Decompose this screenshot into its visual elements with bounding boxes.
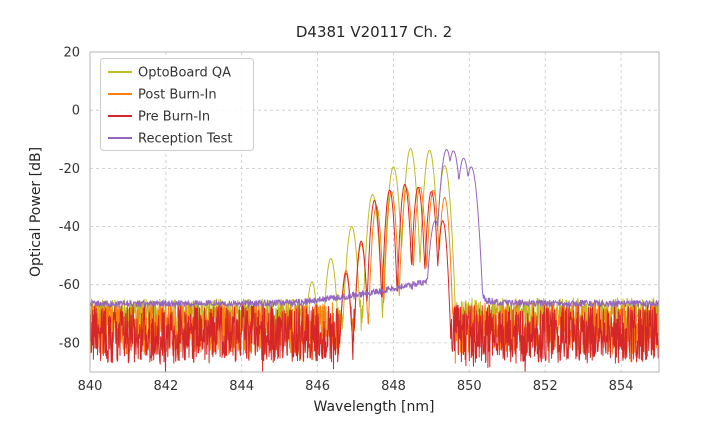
y-tick-label: 0 (72, 104, 80, 119)
y-tick-label: -20 (59, 162, 80, 177)
x-tick-label: 854 (609, 379, 634, 394)
legend-label-optoboard-qa: OptoBoard QA (138, 66, 231, 81)
x-tick-label: 848 (381, 379, 406, 394)
x-axis-label: Wavelength [nm] (314, 399, 435, 415)
legend-label-reception-test: Reception Test (138, 132, 232, 147)
y-tick-label: -60 (59, 278, 80, 293)
x-tick-label: 844 (229, 379, 254, 394)
x-tick-label: 842 (153, 379, 178, 394)
x-tick-label: 850 (457, 379, 482, 394)
x-tick-label: 846 (305, 379, 330, 394)
plot-border (89, 51, 660, 373)
y-tick-label: 20 (63, 46, 80, 61)
legend-frame (100, 58, 254, 151)
series-line-reception-test (89, 149, 660, 309)
y-tick-label: -80 (59, 336, 80, 351)
x-tick-label: 852 (533, 379, 558, 394)
series-line-pre-burn-in (89, 183, 660, 373)
legend-label-post-burn-in: Post Burn-In (138, 88, 217, 103)
series-lines (89, 148, 660, 373)
y-axis-label: Optical Power [dB] (28, 147, 44, 277)
x-tick-label: 840 (78, 379, 103, 394)
y-tick-labels: 20 0 -20 -40 -60 -80 (59, 46, 80, 352)
x-tick-labels: 840 842 844 846 848 850 852 854 (78, 379, 634, 394)
y-tick-label: -40 (59, 220, 80, 235)
legend-label-pre-burn-in: Pre Burn-In (138, 110, 210, 125)
legend: OptoBoard QA Post Burn-In Pre Burn-In Recep… (100, 58, 254, 151)
chart-title: D4381 V20117 Ch. 2 (296, 23, 452, 41)
